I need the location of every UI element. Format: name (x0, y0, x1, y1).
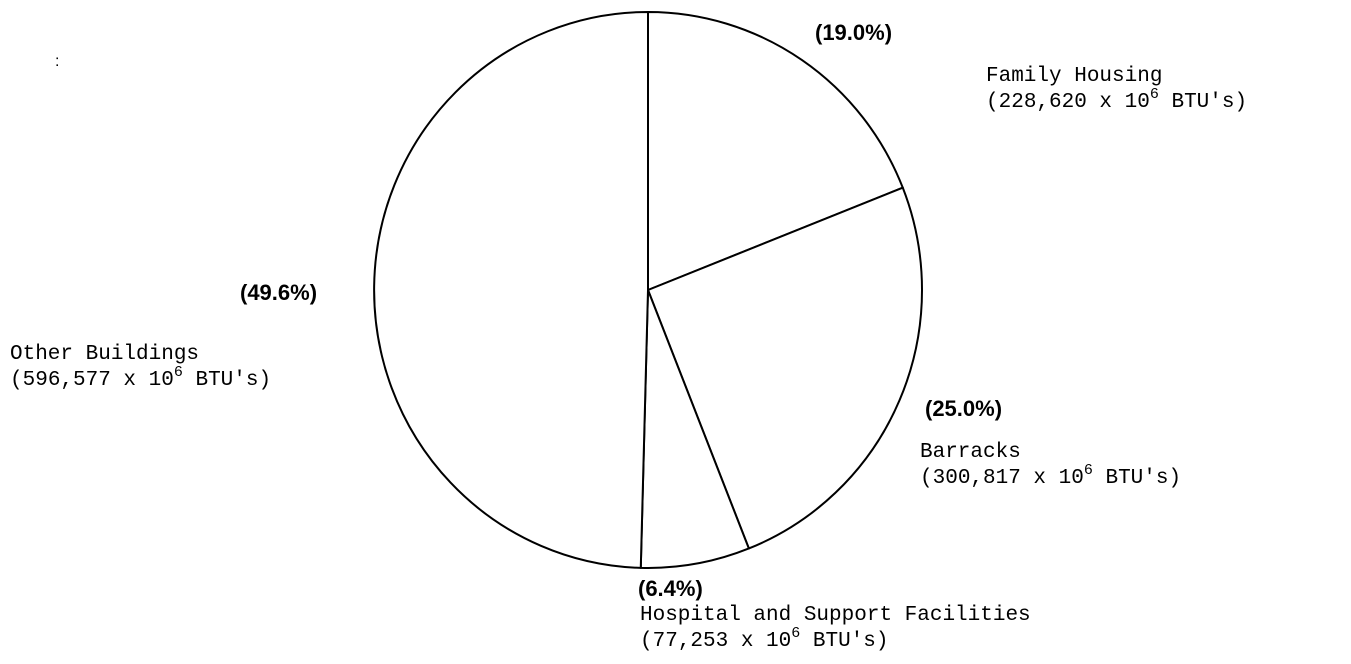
other-buildings-label: Other Buildings (596,577 x 106 BTU's) (10, 342, 271, 394)
hospital-percent-label: (6.4%) (638, 576, 703, 601)
family-housing-label: Family Housing (228,620 x 106 BTU's) (986, 64, 1247, 116)
other-buildings-percent-label: (49.6%) (240, 280, 318, 305)
family-housing-percent-label: (19.0%) (815, 20, 893, 45)
barracks-value: (300,817 x 106 BTU's) (920, 462, 1182, 490)
family-housing-value: (228,620 x 106 BTU's) (986, 86, 1248, 114)
hospital-value: (77,253 x 106 BTU's) (640, 625, 889, 653)
other-buildings-slice (373, 11, 649, 569)
barracks-slice (647, 186, 923, 550)
hospital-slice (639, 289, 750, 569)
hospital-name: Hospital and Support Facilities (640, 604, 1031, 627)
family-housing-slice (647, 11, 904, 291)
stray-mark: : (55, 53, 59, 70)
barracks-label: Barracks (300,817 x 106 BTU's) (920, 440, 1181, 492)
other-buildings-value: (596,577 x 106 BTU's) (10, 364, 272, 392)
family-housing-name: Family Housing (986, 65, 1163, 88)
other-buildings-name: Other Buildings (10, 343, 200, 366)
hospital-label: Hospital and Support Facilities (77,253 … (640, 603, 1031, 655)
barracks-percent-label: (25.0%) (925, 396, 1003, 421)
barracks-name: Barracks (920, 441, 1021, 464)
